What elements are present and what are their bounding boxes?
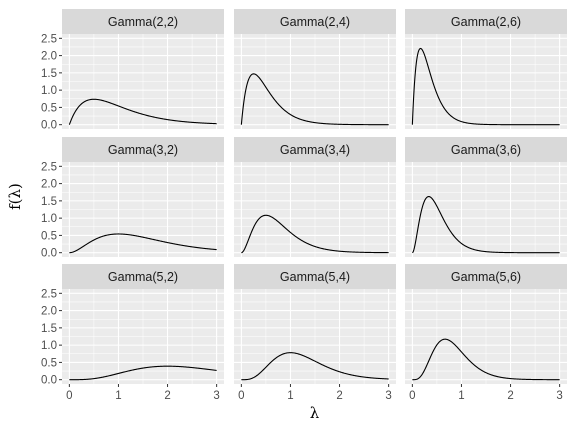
facet-panel: Gamma(3,4) xyxy=(234,137,396,257)
x-tick-label: 1 xyxy=(115,390,121,402)
facet-strip-label: Gamma(2,6) xyxy=(451,15,521,29)
facet-strip-label: Gamma(3,6) xyxy=(451,143,521,157)
facet-panel: Gamma(5,4) 0 1 2 3 xyxy=(234,264,396,402)
x-tick-label: 2 xyxy=(507,390,513,402)
density-curve xyxy=(241,352,389,381)
facet-strip-label: Gamma(5,6) xyxy=(451,270,521,284)
x-tick-label: 2 xyxy=(164,390,170,402)
y-tick-label: 2.0 xyxy=(41,306,57,318)
y-tick-label: 0.5 xyxy=(41,102,57,114)
y-tick-label: 0.0 xyxy=(41,248,57,260)
facet-strip xyxy=(62,137,224,162)
y-tick-label: 1.0 xyxy=(41,340,57,352)
density-curve xyxy=(69,233,217,254)
x-tick-label: 3 xyxy=(213,390,219,402)
density-curve xyxy=(240,73,389,126)
facet-strip xyxy=(234,137,396,162)
y-tick-label: 1.0 xyxy=(41,213,57,225)
y-tick-label: 0.0 xyxy=(41,120,57,132)
facet-strip xyxy=(405,9,567,34)
y-tick-label: 2.0 xyxy=(41,179,57,191)
facet-panel: Gamma(3,6) xyxy=(405,137,567,257)
facet-strip xyxy=(62,9,224,34)
y-tick-label: 1.5 xyxy=(41,196,57,208)
x-tick-label: 1 xyxy=(458,390,464,402)
x-tick-label: 0 xyxy=(409,390,415,402)
facet-panel: Gamma(5,2) 0.0 0.5 1.0 1.5 2.0 2.5 0 1 2 3 xyxy=(41,264,224,402)
facet-panel: Gamma(2,2) 0.0 0.5 1.0 1.5 2.0 2.5 xyxy=(41,9,224,132)
facet-strip xyxy=(234,9,396,34)
facet-panel: Gamma(2,4) xyxy=(234,9,396,129)
facet-panel: Gamma(5,6) 0 1 2 3 xyxy=(405,264,567,402)
density-curve xyxy=(68,98,217,125)
density-curve xyxy=(412,196,560,254)
facet-strip-label: Gamma(5,4) xyxy=(280,270,350,284)
y-tick-label: 2.0 xyxy=(41,51,57,63)
density-curve xyxy=(412,338,560,381)
y-tick-label: 0.0 xyxy=(41,375,57,387)
facet-strip-label: Gamma(5,2) xyxy=(108,270,178,284)
x-tick-label: 1 xyxy=(287,390,293,402)
y-tick-label: 1.5 xyxy=(41,68,57,80)
facet-strip xyxy=(234,264,396,289)
y-tick-label: 1.0 xyxy=(41,85,57,97)
density-curve xyxy=(69,365,217,381)
x-tick-label: 0 xyxy=(66,390,72,402)
x-tick-label: 3 xyxy=(556,390,562,402)
facet-strip-label: Gamma(3,2) xyxy=(108,143,178,157)
x-axis-title: λ xyxy=(310,404,320,422)
x-tick-label: 3 xyxy=(385,390,391,402)
y-axis-title: f(λ) xyxy=(6,183,24,210)
facet-strip-label: Gamma(3,4) xyxy=(280,143,350,157)
y-tick-label: 2.5 xyxy=(41,161,57,173)
y-tick-label: 1.5 xyxy=(41,323,57,335)
facet-strip xyxy=(405,264,567,289)
density-curve xyxy=(411,47,560,126)
facet-panel: Gamma(2,6) xyxy=(405,9,567,129)
y-tick-label: 2.5 xyxy=(41,33,57,45)
x-tick-label: 2 xyxy=(336,390,342,402)
density-curve xyxy=(241,214,389,254)
y-tick-label: 0.5 xyxy=(41,357,57,369)
facet-strip xyxy=(62,264,224,289)
x-tick-label: 0 xyxy=(238,390,244,402)
facet-strip-label: Gamma(2,2) xyxy=(108,15,178,29)
facet-strip-label: Gamma(2,4) xyxy=(280,15,350,29)
y-tick-label: 0.5 xyxy=(41,230,57,242)
facet-strip xyxy=(405,137,567,162)
y-tick-label: 2.5 xyxy=(41,288,57,300)
facet-panel: Gamma(3,2) 0.0 0.5 1.0 1.5 2.0 2.5 xyxy=(41,137,224,260)
